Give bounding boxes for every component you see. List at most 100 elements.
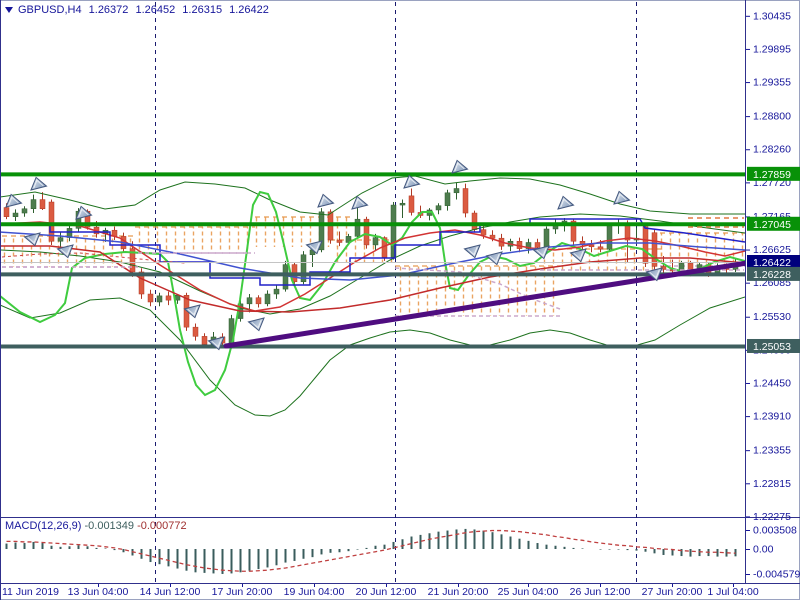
price-level-badge — [747, 216, 800, 231]
title-high-value: 1.26452 — [135, 4, 176, 16]
arrow-highlight — [467, 246, 478, 256]
ma-red-slow-line — [1, 245, 745, 313]
fractal-down-arrow-icon — [569, 248, 587, 263]
fractal-up-arrow-icon — [75, 205, 93, 220]
candle-body — [525, 242, 532, 249]
arrow-shape — [30, 176, 48, 191]
price-level-badge-text: 1.26228 — [753, 269, 791, 281]
candle-body — [57, 237, 64, 242]
candle-body — [12, 212, 19, 217]
candle-body — [255, 297, 262, 305]
price-level-badge-text: 1.26422 — [753, 257, 791, 269]
arrow-shape — [351, 195, 369, 210]
candle-body — [480, 229, 487, 236]
candle-body — [354, 218, 361, 237]
arrow-shape — [305, 240, 323, 255]
price-axis-tick-label: 1.28800 — [753, 111, 791, 123]
fractal-down-arrow-icon — [645, 267, 663, 282]
candle-body — [30, 199, 37, 209]
arrow-shape — [463, 244, 481, 259]
candle-body — [75, 210, 82, 229]
candle-body — [444, 192, 451, 206]
candle-body — [282, 264, 289, 290]
fractal-up-arrow-icon — [30, 176, 48, 191]
arrow-shape — [557, 195, 575, 210]
macd-axis-label: -0.004579 — [753, 569, 800, 581]
time-axis-label: 21 Jun 20:00 — [428, 586, 489, 598]
arrow-highlight — [27, 234, 38, 244]
price-level-badge — [747, 255, 800, 269]
candle-body — [543, 228, 550, 248]
symbol-dropdown-icon[interactable] — [5, 7, 13, 14]
candle-body — [246, 297, 253, 305]
fractal-down-arrow-icon — [463, 244, 481, 259]
candle-body — [453, 188, 460, 194]
arrow-shape — [613, 190, 631, 205]
bollinger-middle-line — [1, 213, 745, 315]
fractal-down-arrow-icon — [485, 251, 503, 266]
macd-indicator-label: MACD(12,26,9) -0.001349 -0.000772 — [5, 520, 187, 532]
time-axis-label: 11 Jun 2019 — [2, 586, 59, 598]
symbol-period-label: GBPUSD,H4 — [18, 4, 82, 16]
red-dashed-left-line — [1, 252, 186, 264]
arrow-shape — [532, 245, 550, 260]
arrow-shape — [56, 244, 74, 259]
candle-body — [3, 207, 10, 217]
arrow-highlight — [251, 319, 262, 329]
candle-body — [129, 248, 136, 273]
price-level-badge — [747, 166, 800, 181]
candle-body — [399, 202, 406, 206]
arrow-highlight — [60, 246, 71, 256]
macd-signal-line — [6, 529, 736, 572]
price-level-badge-text: 1.27859 — [753, 169, 791, 181]
arrow-shape — [75, 205, 93, 220]
time-axis-label: 26 Jun 12:00 — [570, 586, 631, 598]
arrow-highlight — [536, 247, 547, 257]
arrow-shape — [569, 248, 587, 263]
arrow-highlight — [454, 162, 465, 172]
fractal-up-arrow-icon — [5, 193, 23, 208]
candle-body — [363, 218, 370, 246]
bollinger-lower-line — [1, 296, 745, 417]
candle-body — [489, 234, 496, 239]
fractal-up-arrow-icon — [451, 159, 469, 174]
time-axis-label: 13 Jun 04:00 — [68, 586, 129, 598]
fractal-up-arrow-icon — [317, 193, 335, 208]
arrow-shape — [5, 193, 23, 208]
candle-body — [48, 201, 55, 242]
candle-body — [147, 293, 154, 303]
macd-axis-label: 0.003508 — [753, 525, 797, 537]
fractal-down-arrow-icon — [247, 317, 265, 332]
price-axis-tick-label: 1.29355 — [753, 77, 791, 89]
fractal-down-arrow-icon — [56, 244, 74, 259]
candle-body — [21, 208, 28, 214]
candle-body — [435, 205, 442, 211]
arrow-highlight — [616, 193, 627, 203]
candle-body — [318, 211, 325, 251]
candle-body — [462, 188, 469, 214]
arrow-shape — [247, 317, 265, 332]
title-low-value: 1.26315 — [182, 4, 223, 16]
candle-body — [165, 295, 172, 301]
candle-body — [372, 237, 379, 246]
candle-body — [408, 195, 415, 213]
candle-body — [651, 232, 658, 267]
arrow-highlight — [8, 196, 19, 206]
candle-body — [606, 225, 613, 250]
time-axis-label: 1 Jul 04:00 — [707, 586, 759, 598]
fractal-up-arrow-icon — [403, 174, 421, 189]
arrow-shape — [645, 267, 663, 282]
candle-body — [390, 204, 397, 258]
price-axis-tick-label: 1.30435 — [753, 10, 791, 22]
arrow-shape — [207, 336, 225, 351]
candle-body — [273, 288, 280, 295]
arrow-highlight — [649, 269, 660, 279]
arrow-shape — [485, 251, 503, 266]
ascending-trendline[interactable] — [223, 260, 747, 349]
macd-name: MACD(12,26,9) — [5, 520, 82, 532]
time-axis-label: 27 Jun 20:00 — [642, 586, 703, 598]
candle-body — [192, 326, 199, 337]
chart-title: GBPUSD,H4 1.26372 1.26452 1.26315 1.2642… — [5, 4, 273, 16]
price-level-badge — [747, 338, 800, 353]
